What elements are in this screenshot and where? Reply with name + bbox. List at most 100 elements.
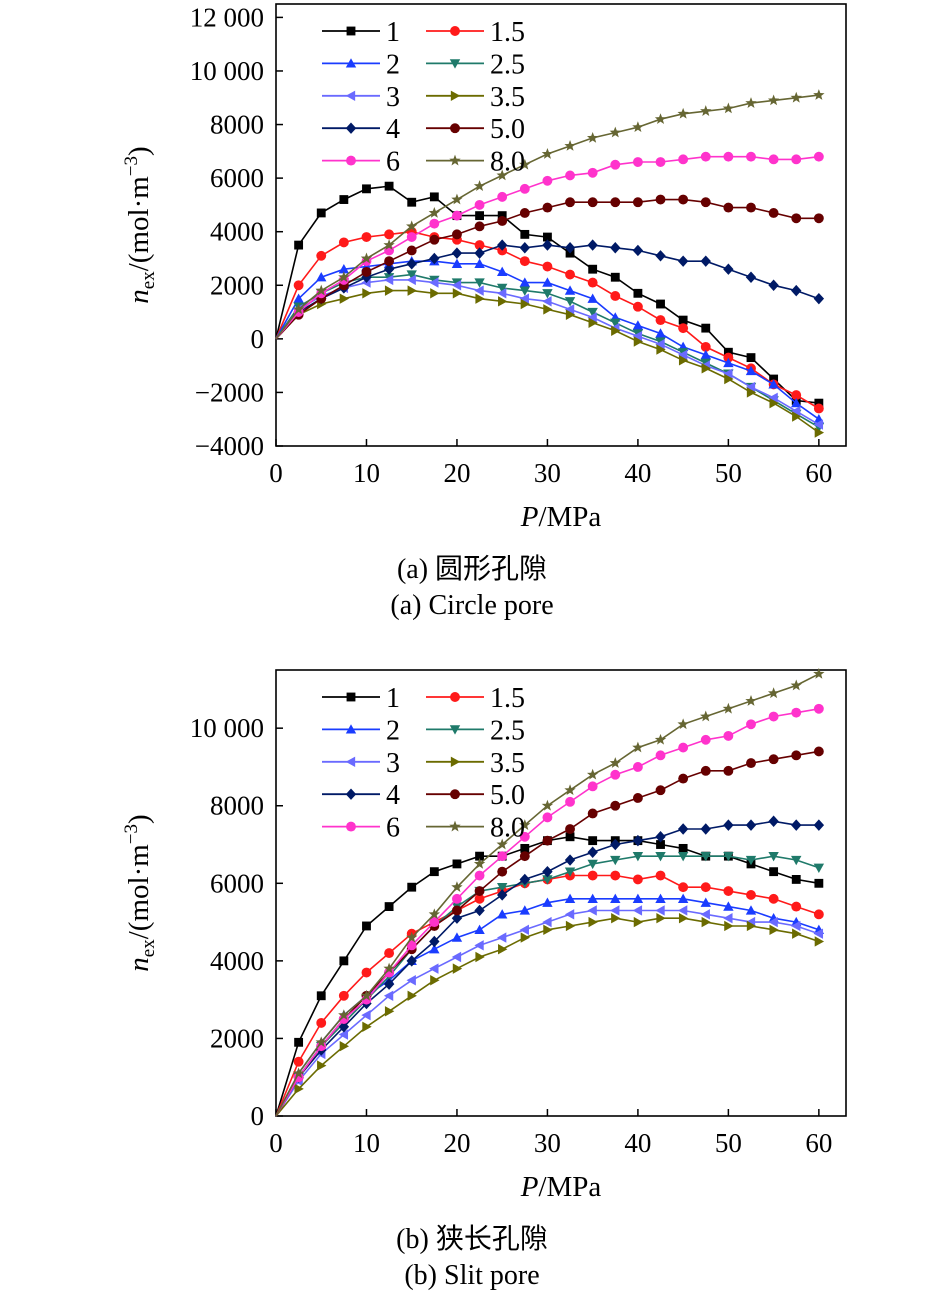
data-point <box>791 819 802 831</box>
data-point <box>293 293 304 303</box>
data-point <box>429 935 440 948</box>
data-point <box>362 921 371 931</box>
data-point <box>406 955 417 967</box>
data-point <box>723 765 734 776</box>
data-point <box>745 905 757 915</box>
data-point <box>338 264 350 274</box>
data-point <box>519 242 531 254</box>
series-3.5 <box>275 285 825 438</box>
x-axis-label-unit: /MPa <box>538 1171 601 1203</box>
data-point <box>588 317 598 328</box>
data-point <box>768 893 779 904</box>
y-axis-label-symbol: n <box>123 957 155 972</box>
data-point <box>407 990 417 1001</box>
legend-label: 6 <box>386 813 400 844</box>
data-point <box>338 1021 350 1033</box>
data-point <box>496 169 508 181</box>
legend-marker <box>449 59 461 69</box>
data-point <box>316 1017 327 1028</box>
data-point <box>542 277 553 287</box>
data-point <box>700 734 711 745</box>
data-point <box>384 948 395 959</box>
data-point <box>655 157 666 167</box>
legend-label: 4 <box>386 114 400 145</box>
data-point <box>656 913 666 924</box>
data-point <box>474 247 485 259</box>
data-point <box>519 924 529 936</box>
data-point <box>519 256 530 267</box>
data-point <box>746 202 756 213</box>
data-point <box>656 840 665 849</box>
data-point <box>632 301 643 312</box>
data-point <box>700 765 711 776</box>
data-point <box>496 288 507 299</box>
legend-item-3: 3 <box>322 748 400 779</box>
y-axis: 0 2000 4000 6000 8000 10 000 nex/(mol·m−3) <box>121 713 283 1131</box>
series-2.5 <box>275 851 825 1117</box>
x-axis-label: P/MPa <box>520 501 602 533</box>
legend-label: 1 <box>386 683 400 714</box>
data-point <box>655 315 666 326</box>
data-point <box>520 229 530 239</box>
data-point <box>384 256 395 267</box>
data-point <box>791 397 802 408</box>
data-point <box>745 97 757 108</box>
legend-label: 1.5 <box>490 683 525 714</box>
x-axis: 0 10 20 30 40 50 60 P/MPa <box>269 439 832 533</box>
data-point <box>678 882 689 893</box>
legend-label: 5.0 <box>490 114 525 145</box>
data-point <box>406 245 417 256</box>
y-tick-label: 10 000 <box>190 713 264 743</box>
legend-marker <box>345 756 356 767</box>
data-point <box>339 293 350 304</box>
data-point <box>632 741 644 753</box>
data-point <box>361 967 372 978</box>
data-point <box>564 854 576 866</box>
data-point <box>543 924 553 936</box>
data-point <box>496 283 508 294</box>
data-point <box>565 170 575 181</box>
data-point <box>496 239 508 251</box>
data-point <box>632 793 643 803</box>
data-point <box>496 889 508 901</box>
data-point <box>791 901 802 912</box>
data-point <box>610 318 621 328</box>
y-axis-label-unit: /(mol·m <box>123 844 155 939</box>
data-point <box>791 875 801 884</box>
data-point <box>451 247 463 259</box>
data-point <box>543 304 553 315</box>
legend-label: 4 <box>386 780 400 811</box>
data-point <box>407 882 417 892</box>
data-point <box>474 904 485 917</box>
data-point <box>768 815 779 827</box>
legend-item-1.5: 1.5 <box>426 683 525 714</box>
data-point <box>542 835 553 846</box>
x-tick-label: 10 <box>353 458 380 488</box>
data-point <box>542 289 553 299</box>
data-point <box>519 286 531 296</box>
data-point <box>519 158 531 170</box>
data-point <box>564 285 576 295</box>
data-point <box>361 1009 371 1021</box>
data-point <box>769 397 779 409</box>
data-point <box>429 192 439 202</box>
data-point <box>745 271 757 283</box>
data-point <box>473 180 486 191</box>
data-point <box>791 154 802 165</box>
data-point <box>746 758 756 769</box>
data-point <box>452 288 463 299</box>
data-point <box>360 989 373 1001</box>
data-point <box>541 148 554 159</box>
data-point <box>587 781 598 792</box>
series-3 <box>275 274 824 430</box>
data-point <box>813 151 824 162</box>
data-point <box>723 202 734 213</box>
data-point <box>475 951 485 963</box>
data-point <box>813 213 824 224</box>
data-point <box>519 873 531 886</box>
data-point <box>588 836 598 846</box>
legend-label: 2 <box>386 49 400 80</box>
data-point <box>610 197 621 208</box>
series-line <box>275 230 820 410</box>
data-point <box>338 990 349 1001</box>
